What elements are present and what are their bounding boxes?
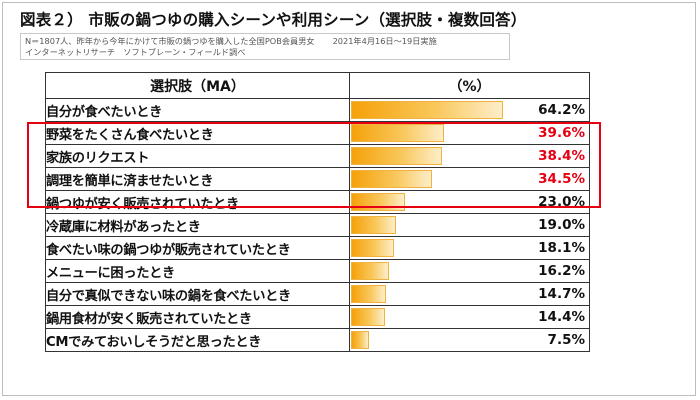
table-row: 調理を簡単に済ませたいとき 34.5%: [45, 167, 590, 191]
table-row: 冷蔵庫に材料があったとき 19.0%: [45, 213, 590, 237]
bar: [351, 101, 503, 119]
survey-date-text: 2021年4月16日～19日実施: [332, 36, 437, 46]
bar-cell: 18.1%: [349, 236, 590, 260]
bar: [351, 331, 369, 349]
table-row: 家族のリクエスト 38.4%: [45, 144, 590, 168]
category-label: メニューに困ったとき: [45, 259, 350, 283]
bar: [351, 124, 444, 142]
category-label: 調理を簡単に済ませたいとき: [45, 167, 350, 191]
value-label: 19.0%: [538, 217, 585, 233]
bar-cell: 23.0%: [349, 190, 590, 214]
bar: [351, 170, 432, 188]
value-label: 14.7%: [538, 286, 585, 302]
bar-cell: 64.2%: [349, 98, 590, 122]
category-label: 鍋つゆが安く販売されていたとき: [45, 190, 350, 214]
survey-sample-text: N＝1807人、昨年から今年にかけて市販の鍋つゆを購入した全国POB会員男女: [25, 36, 315, 46]
table-row: 自分で真似できない味の鍋を食べたいとき 14.7%: [45, 282, 590, 306]
bar: [351, 193, 405, 211]
bar-cell: 38.4%: [349, 144, 590, 168]
bar: [351, 285, 386, 303]
category-label: CMでみておいしそうだと思ったとき: [45, 328, 350, 352]
bar-cell: 39.6%: [349, 121, 590, 145]
value-label: 7.5%: [547, 332, 585, 348]
value-label: 18.1%: [538, 240, 585, 256]
table-row: 食べたい味の鍋つゆが販売されていたとき 18.1%: [45, 236, 590, 260]
table-row: CMでみておいしそうだと思ったとき 7.5%: [45, 328, 590, 352]
value-label: 23.0%: [538, 194, 585, 210]
category-label: 食べたい味の鍋つゆが販売されていたとき: [45, 236, 350, 260]
value-label: 34.5%: [538, 171, 585, 187]
table-row: メニューに困ったとき 16.2%: [45, 259, 590, 283]
bar-cell: 14.7%: [349, 282, 590, 306]
value-label: 39.6%: [538, 125, 585, 141]
bar: [351, 262, 389, 280]
value-label: 38.4%: [538, 148, 585, 164]
results-table: 選択肢（MA） （%） 自分が食べたいとき 64.2% 野菜をたくさん食べたいとき 3…: [45, 72, 590, 352]
category-label: 家族のリクエスト: [45, 144, 350, 168]
survey-note-box: N＝1807人、昨年から今年にかけて市販の鍋つゆを購入した全国POB会員男女 20…: [20, 33, 510, 60]
table-header-row: 選択肢（MA） （%）: [45, 72, 590, 99]
category-label: 冷蔵庫に材料があったとき: [45, 213, 350, 237]
bar-cell: 16.2%: [349, 259, 590, 283]
bar-cell: 34.5%: [349, 167, 590, 191]
category-label: 自分で真似できない味の鍋を食べたいとき: [45, 282, 350, 306]
bar: [351, 216, 396, 234]
value-label: 16.2%: [538, 263, 585, 279]
category-label: 鍋用食材が安く販売されていたとき: [45, 305, 350, 329]
percent-header: （%）: [349, 72, 590, 99]
bar-cell: 7.5%: [349, 328, 590, 352]
table-row: 鍋用食材が安く販売されていたとき 14.4%: [45, 305, 590, 329]
table-row: 野菜をたくさん食べたいとき 39.6%: [45, 121, 590, 145]
bar-cell: 14.4%: [349, 305, 590, 329]
value-label: 64.2%: [538, 102, 585, 118]
bar-cell: 19.0%: [349, 213, 590, 237]
category-label: 野菜をたくさん食べたいとき: [45, 121, 350, 145]
value-label: 14.4%: [538, 309, 585, 325]
bar: [351, 308, 385, 326]
table-row: 自分が食べたいとき 64.2%: [45, 98, 590, 122]
table-row: 鍋つゆが安く販売されていたとき 23.0%: [45, 190, 590, 214]
choice-header: 選択肢（MA）: [45, 72, 350, 99]
survey-note-line2: インターネットリサーチ ソフトブレーン・フィールド調べ: [25, 47, 246, 57]
bar: [351, 147, 442, 165]
bar: [351, 239, 394, 257]
survey-note-line1: N＝1807人、昨年から今年にかけて市販の鍋つゆを購入した全国POB会員男女 20…: [25, 36, 437, 46]
figure-title: 図表２） 市販の鍋つゆの購入シーンや利用シーン（選択肢・複数回答）: [20, 11, 527, 29]
category-label: 自分が食べたいとき: [45, 98, 350, 122]
table-body: 自分が食べたいとき 64.2% 野菜をたくさん食べたいとき 39.6% 家族のリクエスト…: [45, 98, 590, 352]
